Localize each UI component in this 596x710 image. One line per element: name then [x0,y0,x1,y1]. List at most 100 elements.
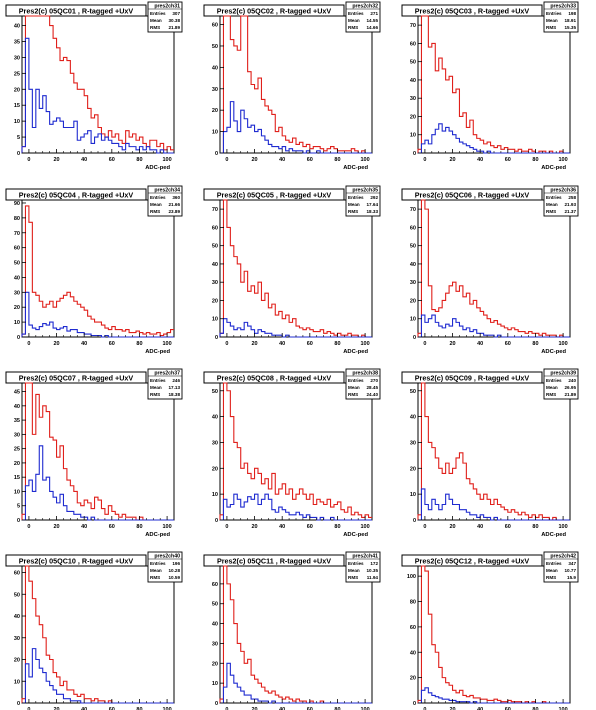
x-tick-label: 80 [334,524,340,530]
x-tick-label: 20 [449,157,455,163]
y-tick-label: 70 [410,207,416,213]
chart-title: Pres2(c) 05QC06 , R-tagged +UxV [415,191,530,200]
y-tick-label: 10 [14,679,20,685]
y-tick-label: 10 [212,130,218,136]
stats-value-entries: 240 [568,378,576,383]
y-tick-label: 25 [14,71,20,77]
y-tick-label: 60 [410,225,416,231]
x-tick-label: 20 [251,707,257,710]
stats-label-entries: Entries [546,11,562,16]
stats-box [147,1,183,33]
stats-name: pres2ch33 [550,4,576,10]
series-line-red [21,205,174,337]
y-tick-label: 30 [410,440,416,446]
histogram-panel: Pres2(c) 05QC12 , R-tagged +UxV 0 20 40 60 80… [401,551,579,710]
x-tick-label: 60 [307,524,313,530]
chart-title: Pres2(c) 05QC01 , R-tagged +UxV [19,7,134,16]
chart-title: Pres2(c) 05QC07 , R-tagged +UxV [19,374,134,383]
x-tick-label: 40 [279,524,285,530]
y-tick-label: 60 [14,571,20,577]
x-tick-label: 60 [505,157,511,163]
chart-title: Pres2(c) 05QC02 , R-tagged +UxV [217,7,332,16]
stats-name: pres2ch37 [154,371,180,377]
stats-value-entries: 271 [370,11,378,16]
stats-label-entries: Entries [348,378,364,383]
series-line-red [220,15,372,154]
stats-value-mean: 21.66 [169,202,181,207]
plot-frame [21,199,175,338]
x-tick-label: 0 [423,524,426,530]
stats-name: pres2ch36 [550,188,576,194]
series-line-blue [22,648,174,704]
x-tick-label: 0 [27,524,30,530]
x-tick-label: 40 [279,341,285,347]
x-tick-label: 80 [334,341,340,347]
stats-value-mean: 18.91 [565,18,577,23]
stats-label-rms: RMS [546,25,556,30]
stats-value-rms: 21.37 [565,209,577,214]
x-tick-label: 20 [449,524,455,530]
stats-label-rms: RMS [150,25,160,30]
stats-box [345,551,381,583]
y-tick-label: 0 [17,518,20,524]
x-tick-label: 40 [279,707,285,710]
stats-box [543,551,579,583]
x-tick-label: 20 [53,524,59,530]
y-tick-label: 40 [14,24,20,30]
stats-label-rms: RMS [546,392,556,397]
y-tick-label: 40 [410,415,416,421]
stats-name: pres2ch41 [352,554,378,560]
stats-label-mean: Mean [348,568,360,573]
x-tick-label: 100 [360,524,369,530]
y-tick-label: 45 [14,390,20,396]
y-tick-label: 10 [410,492,416,498]
y-tick-label: 60 [212,582,218,588]
stats-label-entries: Entries [348,11,364,16]
stats-label-mean: Mean [150,202,162,207]
series-line-red [219,199,372,338]
stats-value-entries: 196 [172,561,180,566]
y-tick-label: 15 [14,103,20,109]
stats-label-entries: Entries [546,561,562,566]
y-tick-label: 20 [212,661,218,667]
x-tick-label: 0 [423,341,426,347]
x-tick-label: 60 [307,157,313,163]
x-tick-label: 0 [423,707,426,710]
x-tick-label: 80 [532,341,538,347]
x-tick-label: 60 [505,524,511,530]
y-tick-label: 30 [212,641,218,647]
x-tick-label: 80 [334,157,340,163]
y-tick-label: 20 [212,466,218,472]
stats-box [543,185,579,217]
x-tick-label: 60 [109,707,115,710]
series-line-blue [22,445,174,521]
plot-frame [417,199,571,338]
y-tick-label: 0 [17,335,20,341]
series-line-blue [418,314,570,338]
y-tick-label: 40 [212,262,218,268]
series-line-red [219,382,372,520]
stats-name: pres2ch35 [352,188,378,194]
x-tick-label: 40 [81,157,87,163]
x-tick-label: 0 [225,707,228,710]
x-tick-label: 100 [558,157,567,163]
chart-title: Pres2(c) 05QC04 , R-tagged +UxV [19,191,134,200]
stats-box [345,185,381,217]
stats-value-mean: 28.45 [367,385,379,390]
stats-name: pres2ch38 [352,371,378,377]
stats-box [147,185,183,217]
y-tick-label: 90 [14,201,20,207]
stats-name: pres2ch32 [352,4,378,10]
x-tick-label: 40 [81,707,87,710]
y-tick-label: 20 [14,305,20,311]
stats-label-rms: RMS [150,575,160,580]
x-tick-label: 80 [136,524,142,530]
x-tick-label: 100 [360,707,369,710]
y-tick-label: 0 [215,518,218,524]
series-line-blue [220,493,372,521]
stats-value-rms: 18.38 [169,392,181,397]
stats-value-rms: 15.35 [565,25,577,30]
stats-label-rms: RMS [546,209,556,214]
y-tick-label: 0 [17,151,20,157]
